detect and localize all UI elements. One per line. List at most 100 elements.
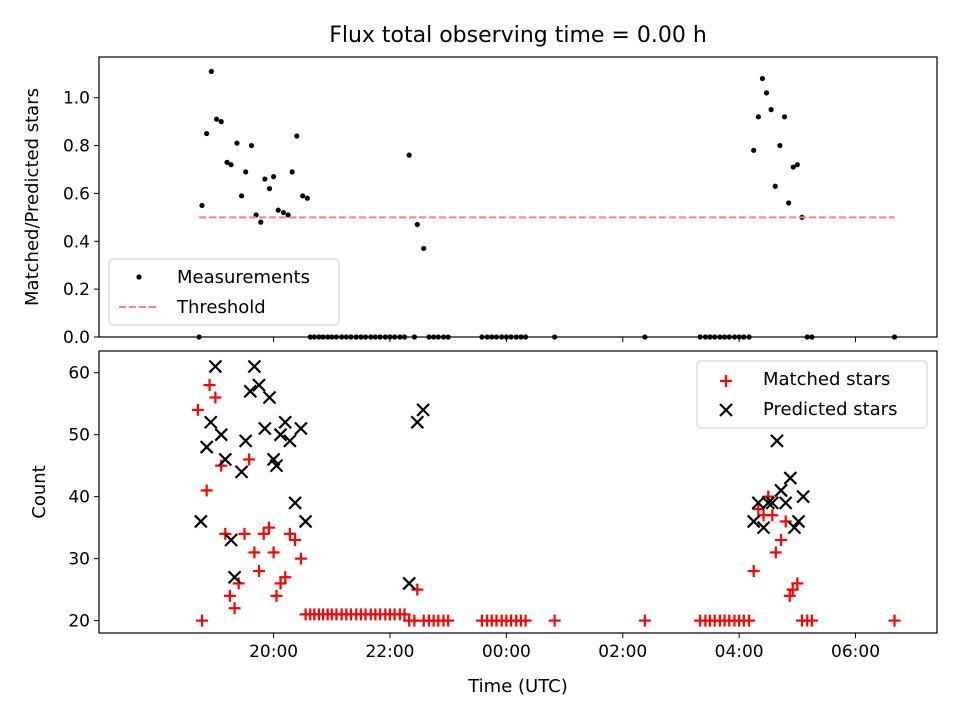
predicted-star-point (778, 496, 793, 510)
top-legend: Measurements Threshold (108, 258, 340, 326)
measurement-point (213, 116, 220, 122)
predicted-star-point (262, 390, 277, 405)
bottom-x-tick-label: 02:00 (598, 642, 647, 662)
predicted-star-point (416, 403, 430, 417)
predicted-star-point (787, 520, 802, 535)
matched-star-point (209, 391, 222, 404)
predicted-star-point (278, 415, 293, 430)
matched-star-point (253, 565, 266, 578)
chart-title: Flux total observing time = 0.00 h (329, 23, 707, 48)
predicted-star-point (243, 384, 258, 399)
matched-star-point (283, 527, 296, 540)
matched-star-point (791, 577, 804, 590)
matched-star-point (783, 589, 796, 602)
measurement-point (266, 186, 273, 192)
bottom-x-tick-label: 00:00 (482, 642, 531, 662)
bottom-legend: Matched stars Predicted stars (696, 360, 928, 429)
predicted-star-point (746, 514, 761, 529)
legend-measurements-marker (136, 274, 142, 280)
measurement-point (228, 162, 234, 168)
measurement-point (786, 200, 792, 206)
measurement-point (204, 130, 210, 137)
measurement-point (790, 164, 796, 170)
predicted-star-point (238, 434, 253, 448)
measurement-point (280, 209, 287, 216)
predicted-star-point (203, 415, 218, 430)
matched-star-point (766, 509, 779, 522)
measurement-point (294, 133, 300, 139)
matched-star-point (398, 608, 411, 621)
legend-matched-marker (720, 375, 732, 387)
matched-star-point (442, 614, 455, 627)
matched-star-point (548, 614, 561, 627)
predicted-star-point (410, 415, 425, 430)
measurement-point (243, 169, 249, 175)
measurement-point (218, 119, 224, 125)
measurement-point (199, 202, 205, 208)
matched-star-point (752, 503, 765, 516)
measurement-point (304, 195, 310, 201)
predicted-star-point (298, 514, 313, 529)
legend-matched-label: Matched stars (763, 369, 890, 390)
matched-star-point (228, 602, 241, 615)
measurement-point (794, 162, 800, 168)
measurement-point (253, 212, 259, 218)
bottom-x-tick-label: 06:00 (831, 642, 880, 662)
matched-star-point (519, 614, 532, 627)
predicted-star-point (796, 489, 810, 504)
bottom-plot-frame (98, 350, 938, 634)
legend-measurements-label: Measurements (177, 267, 310, 288)
matched-star-point (805, 614, 818, 627)
matched-star-point (257, 527, 270, 540)
measurement-point (406, 152, 412, 158)
predicted-star-point (227, 570, 242, 584)
top-y-tick-label: 0.6 (63, 184, 90, 204)
measurement-point (755, 114, 761, 120)
predicted-star-point (791, 514, 806, 529)
predicted-star-point (199, 440, 214, 454)
matched-star-point (888, 614, 901, 627)
predicted-star-point (765, 496, 780, 510)
matched-star-point (219, 527, 232, 540)
predicted-star-point (751, 496, 766, 510)
measurement-point (270, 174, 277, 180)
bottom-y-tick-label: 50 (68, 426, 90, 446)
measurement-point (759, 75, 766, 82)
legend-predicted-label: Predicted stars (763, 399, 897, 420)
predicted-star-point (402, 576, 416, 591)
predicted-star-point (224, 533, 238, 547)
matched-star-point (289, 534, 302, 547)
matched-star-point (223, 589, 236, 602)
matched-star-point (203, 379, 216, 392)
matched-star-point (274, 577, 287, 590)
measurement-point (234, 140, 240, 146)
legend-predicted-marker (719, 403, 733, 417)
predicted-star-point (194, 514, 208, 529)
x-axis-label: Time (UTC) (467, 676, 568, 697)
matched-star-point (270, 589, 283, 602)
matched-star-point (262, 521, 275, 534)
measurement-point (751, 147, 757, 153)
measurement-point (421, 245, 427, 252)
measurement-point (763, 90, 770, 96)
top-y-tick-label: 0.2 (63, 280, 90, 300)
predicted-star-point (294, 421, 308, 436)
predicted-star-point (761, 496, 776, 510)
predicted-star-point (774, 483, 788, 498)
bottom-y-tick-label: 20 (68, 612, 90, 632)
predicted-star-point (214, 427, 228, 442)
matched-star-point (196, 614, 209, 627)
predicted-star-point (283, 434, 297, 448)
measurement-point (289, 169, 295, 175)
matched-star-point (243, 453, 256, 466)
measurement-point (238, 193, 245, 199)
bottom-y-tick-label: 40 (68, 488, 90, 508)
predicted-star-point (770, 434, 784, 448)
predicted-star-point (756, 520, 771, 535)
measurement-point (258, 219, 264, 225)
measurement-point (285, 212, 291, 218)
top-y-axis-label: Matched/Predicted stars (22, 88, 43, 306)
predicted-star-point (269, 458, 284, 473)
predicted-star-point (783, 471, 798, 485)
